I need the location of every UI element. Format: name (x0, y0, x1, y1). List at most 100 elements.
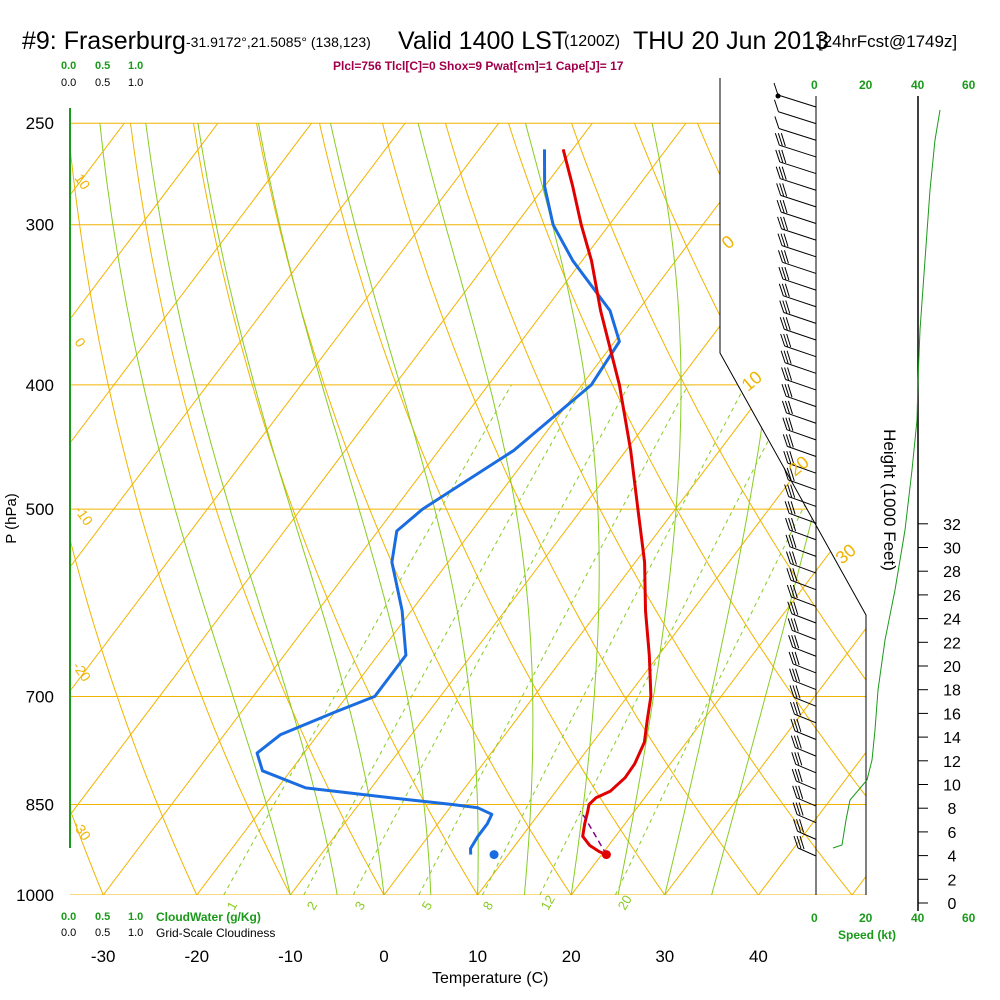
wind-barb-feather (782, 199, 788, 214)
wind-barb (788, 496, 817, 507)
wind-barb (777, 94, 817, 108)
wind-barb-feather (775, 166, 781, 179)
moist-adiabat (99, 123, 291, 895)
wind-barb (791, 596, 817, 607)
cloud-green-tick: 0.5 (95, 60, 111, 72)
wind-barb-feather (788, 651, 794, 665)
wind-barb-feather (774, 133, 780, 146)
wind-barb-feather (793, 835, 799, 849)
wind-barb-feather (795, 701, 801, 716)
cloud-green-tick: 0.5 (95, 911, 111, 923)
wind-barb (796, 797, 817, 807)
wind-barb-feather (774, 116, 780, 129)
wind-barb (781, 245, 817, 258)
wind-barb (795, 747, 817, 757)
wind-barb-feather (781, 266, 787, 280)
cloud-green-tick: 0.0 (61, 911, 77, 923)
valid-time: Valid 1400 LST (398, 27, 568, 55)
dry-adiabat (70, 123, 104, 895)
isotherm-line (758, 122, 866, 895)
wind-barb (797, 830, 817, 840)
wind-barb-feather (798, 802, 804, 816)
wind-barb-feather (779, 183, 785, 197)
wind-barb-feather (790, 735, 796, 748)
wind-barb-feather (773, 82, 779, 96)
wind-barb (783, 312, 817, 324)
wind-barb (781, 228, 817, 241)
wind-barb (784, 328, 817, 341)
y-axis-title: P (hPa) (2, 493, 20, 544)
wind-barb-feather (789, 467, 795, 482)
dry-adiabat (822, 122, 866, 895)
height-tick-label: 2 (948, 872, 957, 889)
wind-barb-feather (784, 484, 790, 497)
wind-barb-feather (796, 819, 802, 832)
wind-barb-feather (795, 685, 801, 699)
wind-barb-feather (778, 283, 784, 296)
dry-adiabat (319, 123, 666, 895)
dry-adiabat-label: -20 (70, 659, 95, 685)
moist-adiabat (258, 123, 432, 895)
wind-barb-feather (781, 283, 787, 297)
wind-barb-feather (782, 417, 788, 430)
dry-adiabat (445, 123, 853, 895)
wind-barb-feather (796, 718, 802, 733)
wind-barb-feather (792, 568, 798, 582)
wind-barb (788, 512, 817, 524)
wind-barb-feather (782, 300, 788, 314)
wind-barb-feather (788, 635, 794, 648)
wind-barb-feather (795, 785, 801, 799)
moist-adiabat (145, 123, 338, 895)
x-tick-label: 20 (562, 947, 581, 966)
pressure-tick-label: 1000 (16, 886, 54, 905)
x-tick-label: -30 (91, 947, 116, 966)
wind-barb (793, 680, 817, 691)
wind-barb-feather (788, 434, 794, 448)
wind-barb-feather (794, 651, 800, 666)
wind-barb-feather (791, 651, 797, 665)
wind-barb-feather (791, 551, 797, 565)
height-tick-label: 24 (943, 612, 961, 629)
wind-barb-feather (786, 350, 792, 364)
wind-barb (797, 847, 817, 857)
wind-barb (780, 211, 817, 224)
wind-barb-feather (795, 668, 801, 682)
pressure-tick-label: 300 (26, 216, 54, 235)
height-tick-label: 22 (943, 635, 961, 652)
valid-date: THU 20 Jun 2013 (633, 27, 829, 55)
moist-adiabat (525, 123, 600, 895)
wind-barb-feather (780, 350, 786, 363)
wind-barb-feather (787, 501, 793, 514)
wind-barb-feather (788, 417, 794, 431)
wind-barb-feather (788, 551, 794, 565)
wind-barb (793, 696, 817, 707)
wind-barb (782, 278, 817, 291)
isotherm-line (477, 122, 866, 895)
isotherm-line (70, 122, 312, 895)
moist-adiabat (617, 123, 682, 895)
wind-barb-feather (783, 216, 789, 231)
dry-adiabat (571, 123, 866, 895)
parcel-path (579, 810, 608, 855)
isotherm-line (70, 122, 500, 895)
height-tick-label: 14 (943, 730, 961, 747)
wind-barb (785, 378, 817, 391)
wind-barb (794, 713, 817, 724)
height-tick-label: 6 (948, 825, 957, 842)
mixing-ratio-label: 2 (304, 899, 321, 913)
wind-barb-feather (787, 400, 793, 415)
wind-barb-feather (777, 133, 783, 146)
wind-barb-feather (785, 534, 791, 547)
cloud-green-tick: 1.0 (128, 911, 144, 923)
moist-adiabat-label: 30 (832, 540, 860, 568)
wind-barb-feather (792, 785, 798, 798)
wind-barb (789, 546, 817, 557)
wind-barb-feather (781, 166, 787, 180)
wind-barb-feather (783, 250, 789, 264)
x-tick-label: 30 (655, 947, 674, 966)
dry-adiabat-label: -10 (72, 503, 97, 529)
wind-barb (789, 529, 817, 541)
wind-barb-feather (784, 266, 790, 281)
wind-barb-feather (789, 668, 795, 681)
